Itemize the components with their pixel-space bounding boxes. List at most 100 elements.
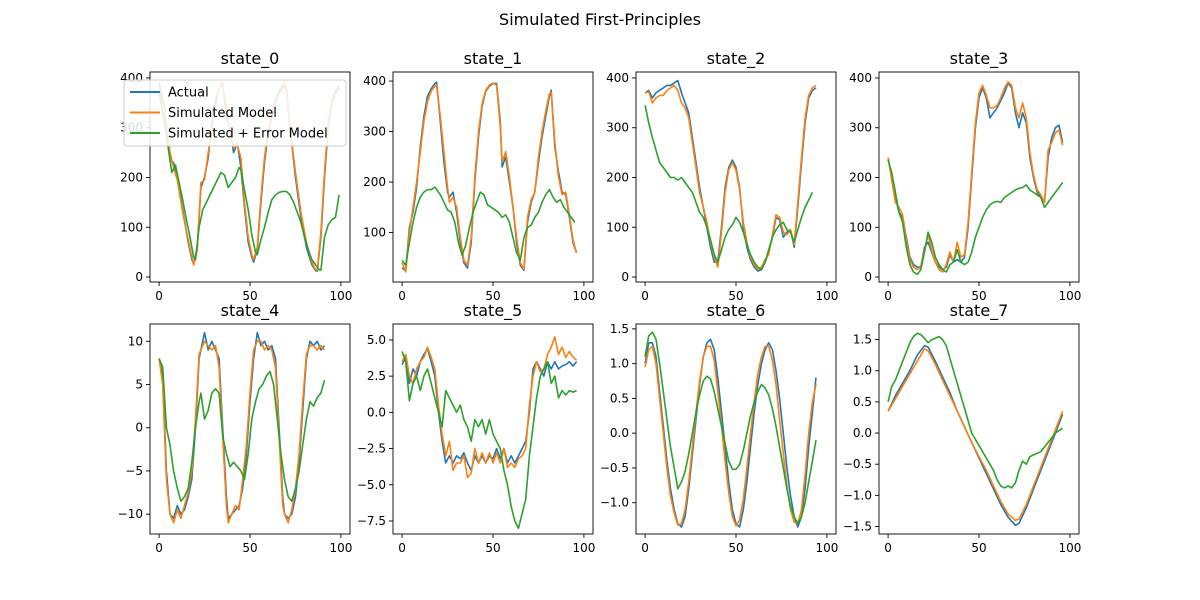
y-tick-label: 5 [135,377,143,391]
x-tick-label: 0 [155,289,163,303]
series-line-2 [644,105,814,271]
y-tick-label: 200 [849,170,872,184]
y-tick-label: 400 [849,71,872,85]
series-line-1 [644,84,817,271]
x-tick-label: 100 [329,541,352,555]
series-line-2 [158,92,340,271]
series-line-1 [401,82,578,273]
legend-label: Actual [168,86,209,101]
y-tick-label: −0.5 [843,457,872,471]
subplot-title: state_5 [464,301,523,321]
axes-frame [635,71,837,283]
axes-frame [635,323,837,535]
axes-frame [878,323,1080,535]
plot-area [401,336,578,529]
y-tick-label: 100 [363,226,386,240]
legend-label: Simulated Model [168,106,277,121]
subplot-title: state_7 [950,301,1009,321]
x-tick-label: 100 [1058,289,1081,303]
subplot-title: state_3 [950,49,1009,69]
y-tick-label: 300 [849,121,872,135]
y-tick-label: 300 [606,121,629,135]
subplot-title: state_6 [707,301,766,321]
y-tick-label: 100 [120,220,143,234]
y-tick-label: −10 [118,507,143,521]
plot-area [401,81,578,273]
subplot-title: state_0 [221,49,280,69]
x-tick-label: 50 [242,289,257,303]
x-tick-label: 50 [971,289,986,303]
series-line-0 [401,347,578,472]
y-tick-label: 200 [606,170,629,184]
x-tick-label: 0 [155,541,163,555]
y-tick-label: 0 [864,270,872,284]
plot-area [158,81,340,272]
subplot-state-5: state_5 0 50 100 −7.5 −5.0 −2.5 0.0 2.5 5.0 [357,301,596,555]
series-line-2 [887,332,1064,489]
y-tick-label: 1.5 [853,333,872,347]
y-tick-label: 0.5 [853,395,872,409]
plot-area [887,332,1064,527]
x-tick-label: 0 [884,289,892,303]
x-tick-label: 0 [641,289,649,303]
x-tick-label: 50 [242,541,257,555]
x-tick-label: 50 [485,541,500,555]
series-line-2 [401,351,577,529]
subplot-title: state_2 [707,49,766,69]
series-line-1 [401,336,578,479]
y-tick-label: 5.0 [367,333,386,347]
y-tick-label: −2.5 [357,442,386,456]
series-line-2 [887,159,1064,276]
x-tick-label: 0 [398,541,406,555]
x-tick-label: 50 [728,541,743,555]
y-tick-label: 0.0 [853,426,872,440]
y-tick-label: −7.5 [357,514,386,528]
x-tick-label: 100 [1058,541,1081,555]
axes-frame [392,71,594,283]
y-tick-label: 400 [606,71,629,85]
y-tick-label: 0 [621,270,629,284]
y-tick-label: −1.5 [843,520,872,534]
y-tick-label: 300 [363,125,386,139]
y-tick-label: 0.0 [610,426,629,440]
y-tick-label: −5 [125,464,143,478]
x-tick-label: 0 [884,541,892,555]
y-tick-label: 1.5 [610,322,629,336]
x-tick-label: 0 [641,541,649,555]
y-tick-label: 200 [120,170,143,184]
y-tick-label: 100 [606,220,629,234]
series-line-2 [644,331,817,525]
y-tick-label: 100 [849,220,872,234]
subplot-state-7: state_7 0 50 100 −1.5 −1.0 −0.5 0.0 0.5 1.0 1.5 [843,301,1082,555]
y-tick-label: 1.0 [853,364,872,378]
y-tick-label: −5.0 [357,478,386,492]
series-line-0 [887,82,1064,271]
plot-area [158,331,326,524]
y-tick-label: −0.5 [600,461,629,475]
x-tick-label: 100 [572,541,595,555]
series-line-1 [158,81,340,271]
legend: Actual Simulated Model Simulated + Error M… [123,79,347,147]
y-tick-label: 2.5 [367,369,386,383]
subplots-grid: state_00501000100200300400state_10501001… [118,49,1082,555]
x-tick-label: 50 [971,541,986,555]
figure-title: Simulated First-Principles [499,10,701,29]
y-tick-label: 0 [135,421,143,435]
series-line-0 [401,81,578,272]
series-line-2 [158,358,326,502]
series-line-0 [644,338,817,528]
y-tick-label: −1.0 [600,496,629,510]
subplot-title: state_1 [464,49,523,69]
y-tick-label: 0 [135,270,143,284]
plot-area [644,331,817,528]
series-line-1 [887,81,1064,273]
x-tick-label: 0 [398,289,406,303]
y-tick-label: 0.5 [610,391,629,405]
subplot-state-1: state_1 0 50 100 100 200 300 400 [363,49,595,303]
y-tick-label: 1.0 [610,357,629,371]
y-tick-label: 0.0 [367,405,386,419]
plot-area [887,81,1064,276]
subplot-state-4: state_4 0 50 100 −10 −5 0 5 10 [118,301,353,555]
plot-area [644,79,817,272]
